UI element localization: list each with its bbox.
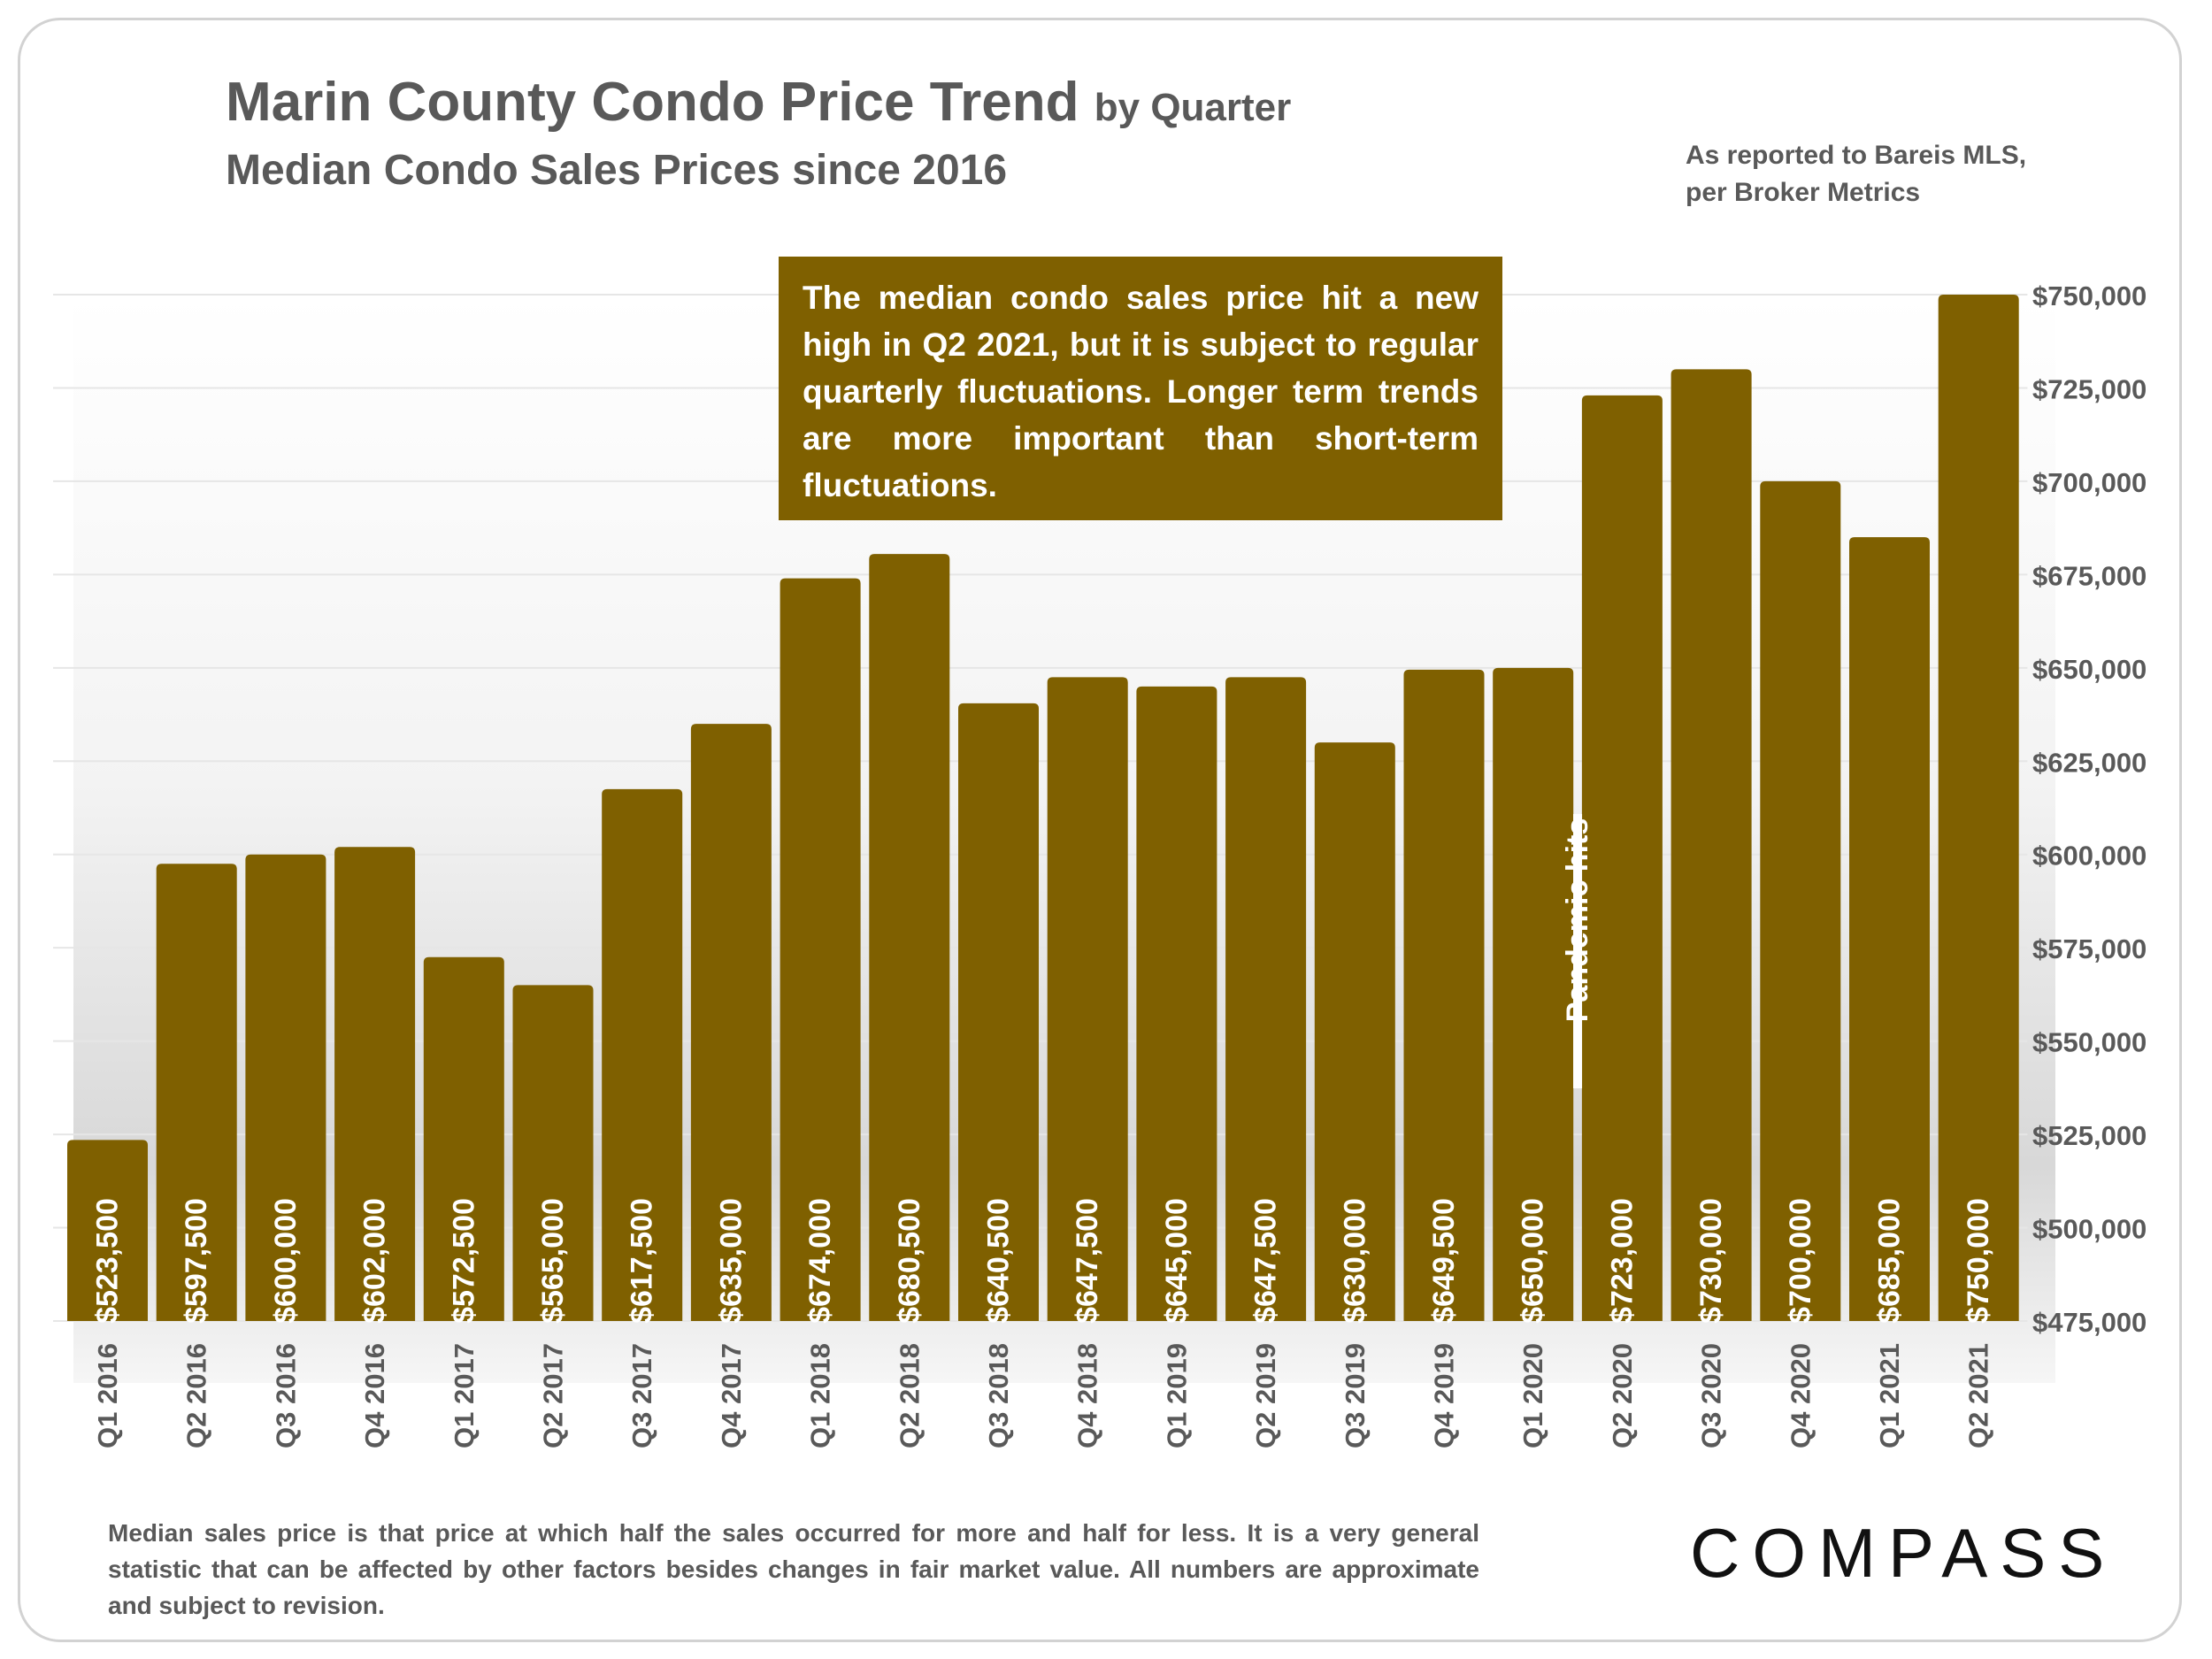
y-tick-label: $725,000 — [2032, 373, 2147, 404]
x-tick-label: Q4 2016 — [359, 1343, 390, 1448]
bar-value-label: $635,000 — [714, 1198, 748, 1324]
y-tick-label: $575,000 — [2032, 933, 2147, 964]
bar-value-label: $617,500 — [626, 1198, 659, 1324]
y-tick-label: $700,000 — [2032, 467, 2147, 498]
bar-value-label: $572,500 — [447, 1198, 480, 1324]
bar-value-label: $523,500 — [91, 1198, 125, 1324]
bar-value-label: $723,000 — [1605, 1198, 1639, 1324]
y-tick-label: $550,000 — [2032, 1027, 2147, 1058]
bar — [690, 724, 772, 1321]
x-tick-label: Q2 2017 — [538, 1343, 569, 1448]
bar — [780, 578, 861, 1321]
bar-value-label: $647,500 — [1071, 1198, 1104, 1324]
y-tick-label: $675,000 — [2032, 560, 2147, 591]
bar — [869, 554, 950, 1321]
bar — [245, 854, 326, 1321]
x-tick-label: Q1 2020 — [1517, 1343, 1548, 1448]
y-tick-label: $500,000 — [2032, 1214, 2147, 1245]
bar — [423, 956, 504, 1321]
x-tick-label: Q2 2016 — [181, 1343, 212, 1448]
bar-value-label: $600,000 — [269, 1198, 303, 1324]
bar — [1849, 537, 1930, 1321]
x-tick-label: Q2 2021 — [1963, 1343, 1994, 1448]
bar — [1136, 686, 1217, 1321]
x-tick-label: Q1 2016 — [92, 1343, 123, 1448]
x-tick-label: Q3 2018 — [983, 1343, 1014, 1448]
bar — [1047, 677, 1128, 1321]
x-tick-label: Q1 2017 — [449, 1343, 480, 1448]
pandemic-annotation: Pandemic hits — [1561, 818, 1594, 1023]
y-tick-label: $525,000 — [2032, 1120, 2147, 1151]
bar-value-label: $730,000 — [1694, 1198, 1728, 1324]
bar — [1938, 295, 2019, 1321]
bar-value-label: $565,000 — [536, 1198, 570, 1324]
bar-value-label: $680,500 — [893, 1198, 926, 1324]
bar — [334, 847, 416, 1321]
x-tick-label: Q1 2019 — [1161, 1343, 1192, 1448]
x-tick-label: Q4 2018 — [1072, 1343, 1103, 1448]
bar — [1760, 480, 1841, 1321]
x-tick-label: Q1 2018 — [805, 1343, 836, 1448]
chart-subtitle: Median Condo Sales Prices since 2016 — [226, 147, 1008, 194]
bar — [156, 864, 237, 1321]
title-main: Marin County Condo Price Trend — [226, 72, 1079, 133]
bar-value-label: $630,000 — [1338, 1198, 1371, 1324]
bar — [1493, 667, 1574, 1321]
bar-value-label: $602,000 — [358, 1198, 392, 1324]
x-tick-label: Q2 2018 — [894, 1343, 925, 1448]
x-tick-label: Q2 2020 — [1607, 1343, 1638, 1448]
bar — [1581, 395, 1663, 1322]
bar-value-label: $647,500 — [1249, 1198, 1283, 1324]
bar-value-label: $650,000 — [1517, 1198, 1550, 1324]
footnote: Median sales price is that price at whic… — [108, 1519, 1479, 1619]
bar — [1671, 369, 1752, 1321]
x-tick-label: Q4 2019 — [1429, 1343, 1460, 1448]
x-tick-label: Q3 2017 — [626, 1343, 657, 1448]
bar — [1314, 742, 1395, 1321]
bar-value-label: $649,500 — [1427, 1198, 1461, 1324]
bar — [67, 1140, 148, 1321]
bar-value-label: $674,000 — [803, 1198, 837, 1324]
y-tick-label: $650,000 — [2032, 654, 2147, 685]
x-tick-label: Q4 2017 — [716, 1343, 747, 1448]
y-tick-label: $600,000 — [2032, 841, 2147, 872]
source-note: As reported to Bareis MLS, per Broker Me… — [1686, 141, 2027, 207]
x-tick-label: Q1 2021 — [1874, 1343, 1905, 1448]
bar-value-label: $685,000 — [1873, 1198, 1907, 1324]
bar-value-label: $750,000 — [1962, 1198, 1995, 1324]
bar — [512, 985, 594, 1321]
x-tick-label: Q4 2020 — [1785, 1343, 1816, 1448]
bar — [602, 788, 683, 1321]
y-tick-label: $625,000 — [2032, 747, 2147, 778]
x-tick-label: Q3 2019 — [1340, 1343, 1371, 1448]
bar-value-label: $597,500 — [180, 1198, 213, 1324]
x-tick-label: Q2 2019 — [1250, 1343, 1281, 1448]
x-tick-label: Q3 2016 — [270, 1343, 301, 1448]
compass-logo: COMPASS — [1690, 1514, 2117, 1592]
bar-value-label: $700,000 — [1784, 1198, 1817, 1324]
bar — [1225, 677, 1307, 1321]
chart-title: Marin County Condo Price Trend by Quarte… — [226, 71, 1291, 134]
bar — [1403, 669, 1485, 1321]
bar-value-label: $645,000 — [1160, 1198, 1194, 1324]
x-tick-label: Q3 2020 — [1696, 1343, 1727, 1448]
y-tick-label: $750,000 — [2032, 280, 2147, 311]
y-tick-label: $475,000 — [2032, 1307, 2147, 1338]
title-suffix: by Quarter — [1094, 86, 1292, 129]
bar-value-label: $640,500 — [982, 1198, 1016, 1324]
callout-box: The median condo sales price hit a new h… — [779, 257, 1502, 520]
bar — [958, 703, 1039, 1321]
